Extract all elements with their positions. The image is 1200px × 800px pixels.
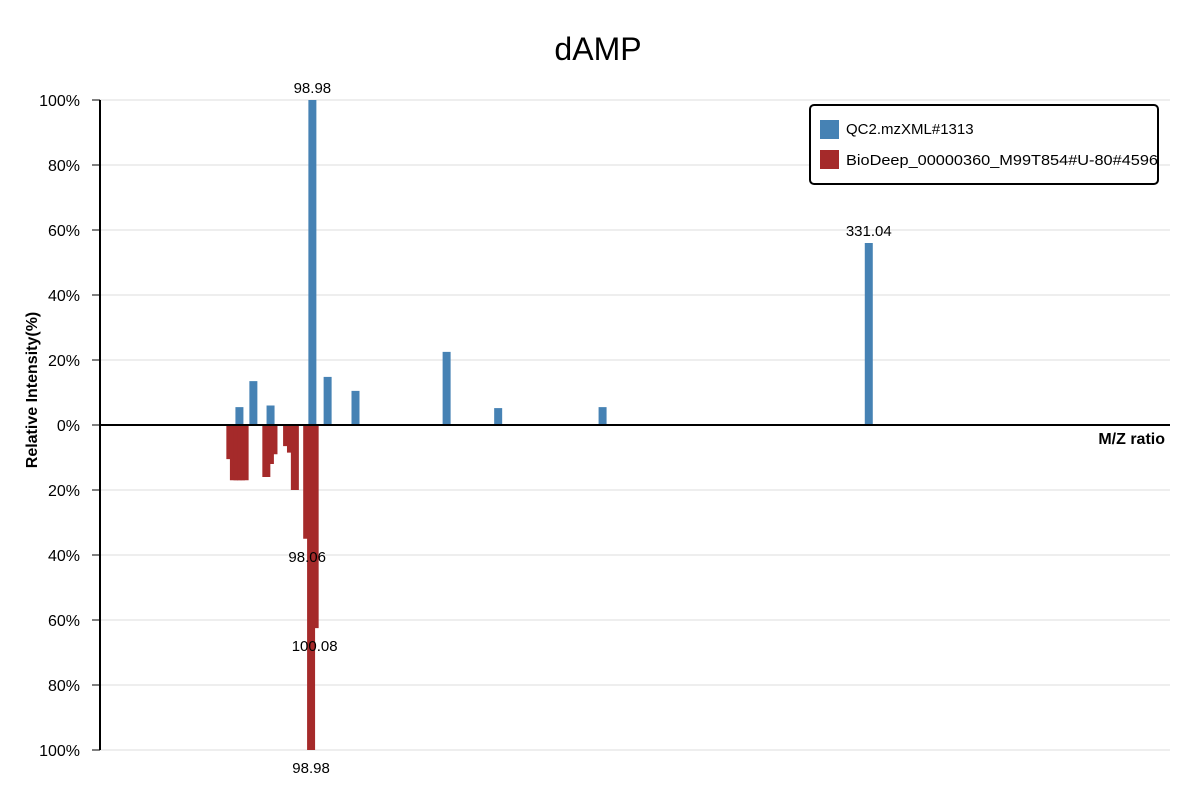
axes — [99, 100, 1170, 750]
legend-entry-query: QC2.mzXML#1313 — [846, 121, 974, 138]
peak-label: 98.98 — [294, 80, 332, 97]
query-peak-bar — [598, 407, 607, 425]
legend-swatch-reference — [820, 150, 839, 169]
reference-peak-bar — [310, 425, 319, 629]
peak-label: 100.08 — [292, 638, 338, 655]
y-tick-label: 0% — [57, 418, 80, 435]
query-peak-bar — [864, 243, 873, 425]
y-axis-ticks: 100% 80% 60% 40% 20% 0% 20% 40% 60% 80% 100% — [39, 93, 100, 760]
query-peak-bar — [323, 376, 332, 425]
y-tick-label: 100% — [39, 743, 80, 760]
y-tick-label: 60% — [48, 223, 80, 240]
query-peak-bar — [308, 100, 317, 425]
query-peak-bar — [249, 381, 258, 425]
peak-labels: 98.98 331.04 98.06 98.98 100.08 — [288, 80, 891, 777]
chart-title: dAMP — [554, 31, 641, 67]
y-tick-label: 80% — [48, 678, 80, 695]
spectrum-bars — [226, 100, 873, 750]
query-peak-bar — [266, 405, 275, 425]
legend-entry-reference: BioDeep_00000360_M99T854#U-80#4596 — [846, 152, 1158, 169]
y-tick-label: 40% — [48, 288, 80, 305]
y-tick-label: 60% — [48, 613, 80, 630]
y-tick-label: 20% — [48, 353, 80, 370]
query-peak-bar — [235, 407, 244, 425]
legend-swatch-query — [820, 120, 839, 139]
peak-label: 98.06 — [288, 549, 326, 566]
y-tick-label: 20% — [48, 483, 80, 500]
query-peak-bar — [494, 408, 503, 425]
peak-label: 331.04 — [846, 223, 892, 240]
y-axis-label: Relative Intensity(%) — [24, 312, 41, 468]
x-axis-label: M/Z ratio — [1098, 431, 1165, 448]
peak-label: 98.98 — [292, 760, 330, 777]
legend: QC2.mzXML#1313 BioDeep_00000360_M99T854#… — [809, 104, 1159, 185]
y-tick-label: 100% — [39, 93, 80, 110]
reference-peak-bar — [240, 425, 249, 481]
y-tick-label: 40% — [48, 548, 80, 565]
reference-peak-bar — [269, 425, 278, 455]
grid-lines — [100, 99, 1170, 751]
reference-peak-bar — [290, 425, 299, 490]
query-peak-bar — [442, 351, 451, 425]
query-peak-bar — [351, 390, 360, 425]
legend-box — [809, 104, 1159, 185]
y-tick-label: 80% — [48, 158, 80, 175]
